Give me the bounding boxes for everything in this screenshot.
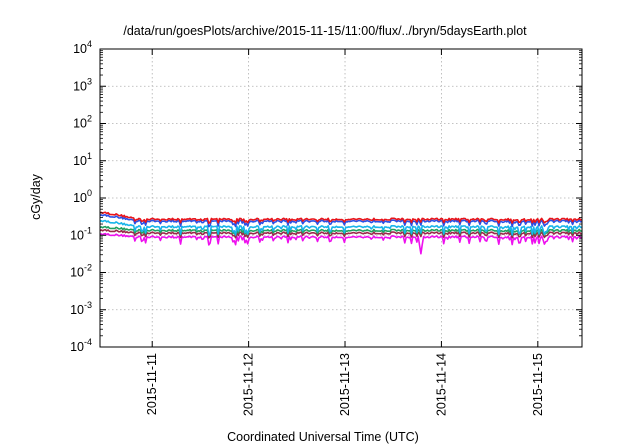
series-layer [99,211,583,255]
y-tick-label: 10-3 [70,300,92,317]
y-tick-label: 10-4 [70,337,92,354]
y-tick-label: 10-1 [70,225,92,242]
y-tick-label: 100 [73,188,92,205]
series-line-2 [99,219,583,236]
chart-title: /data/run/goesPlots/archive/2015-11-15/1… [123,24,527,38]
series-line-0 [99,211,583,224]
x-tick-label: 2015-11-12 [242,353,256,416]
series-line-4 [99,228,583,239]
y-axis: 104 103 102 101 100 10-1 10-2 10-3 10-4 [70,39,582,354]
x-axis: 2015-11-11 2015-11-12 2015-11-13 2015-11-14… [145,49,545,416]
x-tick-label: 2015-11-14 [434,353,448,416]
y-axis-label: cGy/day [29,173,43,220]
x-tick-label: 2015-11-11 [145,353,159,415]
series-line-5 [99,232,583,255]
x-tick-label: 2015-11-15 [531,353,545,416]
y-tick-label: 10-2 [70,263,92,280]
y-tick-label: 104 [73,39,92,56]
x-tick-label: 2015-11-13 [338,353,352,416]
x-axis-label: Coordinated Universal Time (UTC) [227,430,419,444]
y-tick-label: 102 [73,114,92,131]
y-tick-label: 103 [73,76,92,93]
series-line-1 [99,214,583,228]
y-tick-label: 101 [73,151,92,168]
grid [100,49,582,347]
